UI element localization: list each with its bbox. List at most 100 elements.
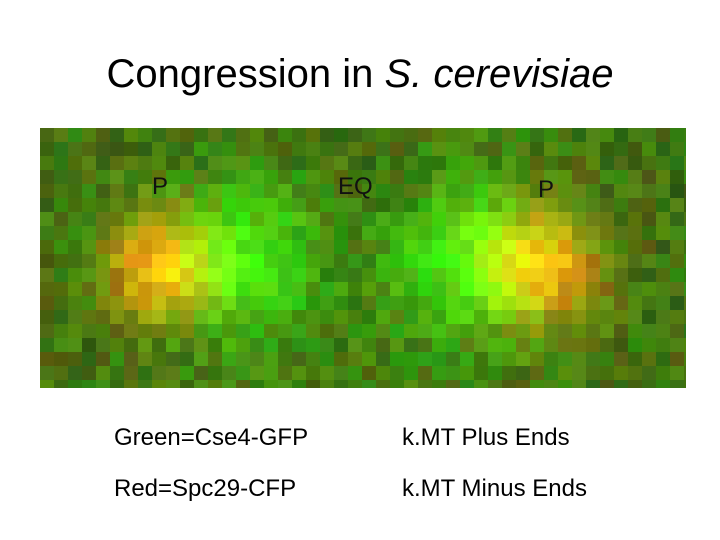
pixel xyxy=(166,212,180,226)
pixel xyxy=(82,240,96,254)
pixel xyxy=(670,282,684,296)
pixel xyxy=(530,198,544,212)
pixel xyxy=(194,170,208,184)
pixel xyxy=(656,310,670,324)
pixel xyxy=(558,366,572,380)
pixel xyxy=(110,352,124,366)
pixel xyxy=(600,128,614,142)
pixel xyxy=(180,380,194,388)
pixel xyxy=(684,226,686,240)
pixel xyxy=(82,296,96,310)
pixel xyxy=(236,240,250,254)
pixel xyxy=(656,352,670,366)
pixel xyxy=(110,198,124,212)
pixel xyxy=(376,352,390,366)
pixel xyxy=(614,380,628,388)
pixel xyxy=(292,282,306,296)
pixel xyxy=(642,156,656,170)
pixel xyxy=(530,156,544,170)
pixel xyxy=(124,366,138,380)
pixel xyxy=(460,324,474,338)
pixel xyxy=(180,366,194,380)
pixel xyxy=(320,366,334,380)
pixel xyxy=(572,296,586,310)
pixel xyxy=(572,184,586,198)
legend-meaning: k.MT Minus Ends xyxy=(402,475,587,502)
pixel xyxy=(460,240,474,254)
pixel xyxy=(334,310,348,324)
pixel xyxy=(96,198,110,212)
pixel xyxy=(376,324,390,338)
pixel xyxy=(376,240,390,254)
pixel xyxy=(558,142,572,156)
pixel xyxy=(628,324,642,338)
pixel xyxy=(432,352,446,366)
pixel xyxy=(628,296,642,310)
pixel xyxy=(96,226,110,240)
pixel xyxy=(530,310,544,324)
pixel xyxy=(390,128,404,142)
pixel xyxy=(516,282,530,296)
pixel xyxy=(432,366,446,380)
pixel xyxy=(208,296,222,310)
pixel xyxy=(40,352,54,366)
pixel xyxy=(320,310,334,324)
pixel xyxy=(278,128,292,142)
pixel xyxy=(278,170,292,184)
pixel xyxy=(236,198,250,212)
pixel xyxy=(474,170,488,184)
pixel xyxy=(180,310,194,324)
pixel xyxy=(138,198,152,212)
pixel xyxy=(292,240,306,254)
pixel xyxy=(208,366,222,380)
pixel xyxy=(348,366,362,380)
pixel xyxy=(376,156,390,170)
pixel xyxy=(460,212,474,226)
pixel xyxy=(236,142,250,156)
pixel xyxy=(600,310,614,324)
pixel xyxy=(558,268,572,282)
pixel xyxy=(656,254,670,268)
pixel xyxy=(292,212,306,226)
pixel xyxy=(516,352,530,366)
pixel xyxy=(404,212,418,226)
pixel xyxy=(68,296,82,310)
pixel xyxy=(96,366,110,380)
pixel xyxy=(222,296,236,310)
pixel xyxy=(250,324,264,338)
pixel xyxy=(320,156,334,170)
pixel xyxy=(222,240,236,254)
pixel xyxy=(530,184,544,198)
pixel xyxy=(124,240,138,254)
pixel xyxy=(208,240,222,254)
pixel xyxy=(558,324,572,338)
pixel xyxy=(670,324,684,338)
pixel xyxy=(614,282,628,296)
pixel xyxy=(446,324,460,338)
pixel xyxy=(166,296,180,310)
pixel xyxy=(502,380,516,388)
pixel xyxy=(236,128,250,142)
pixel xyxy=(96,184,110,198)
pixel xyxy=(82,282,96,296)
pixel xyxy=(236,352,250,366)
pixel xyxy=(390,380,404,388)
pixel xyxy=(376,128,390,142)
pixel xyxy=(642,170,656,184)
pixel xyxy=(40,254,54,268)
pixel xyxy=(558,226,572,240)
pixel xyxy=(250,128,264,142)
pixel xyxy=(600,170,614,184)
pixel xyxy=(684,268,686,282)
pixel xyxy=(334,142,348,156)
pixel xyxy=(376,380,390,388)
pixel xyxy=(558,212,572,226)
pixel xyxy=(530,142,544,156)
pixel xyxy=(348,268,362,282)
pixel xyxy=(180,184,194,198)
pixel xyxy=(544,338,558,352)
pixel xyxy=(628,352,642,366)
pixel xyxy=(334,128,348,142)
pixel xyxy=(68,324,82,338)
pixel xyxy=(96,338,110,352)
